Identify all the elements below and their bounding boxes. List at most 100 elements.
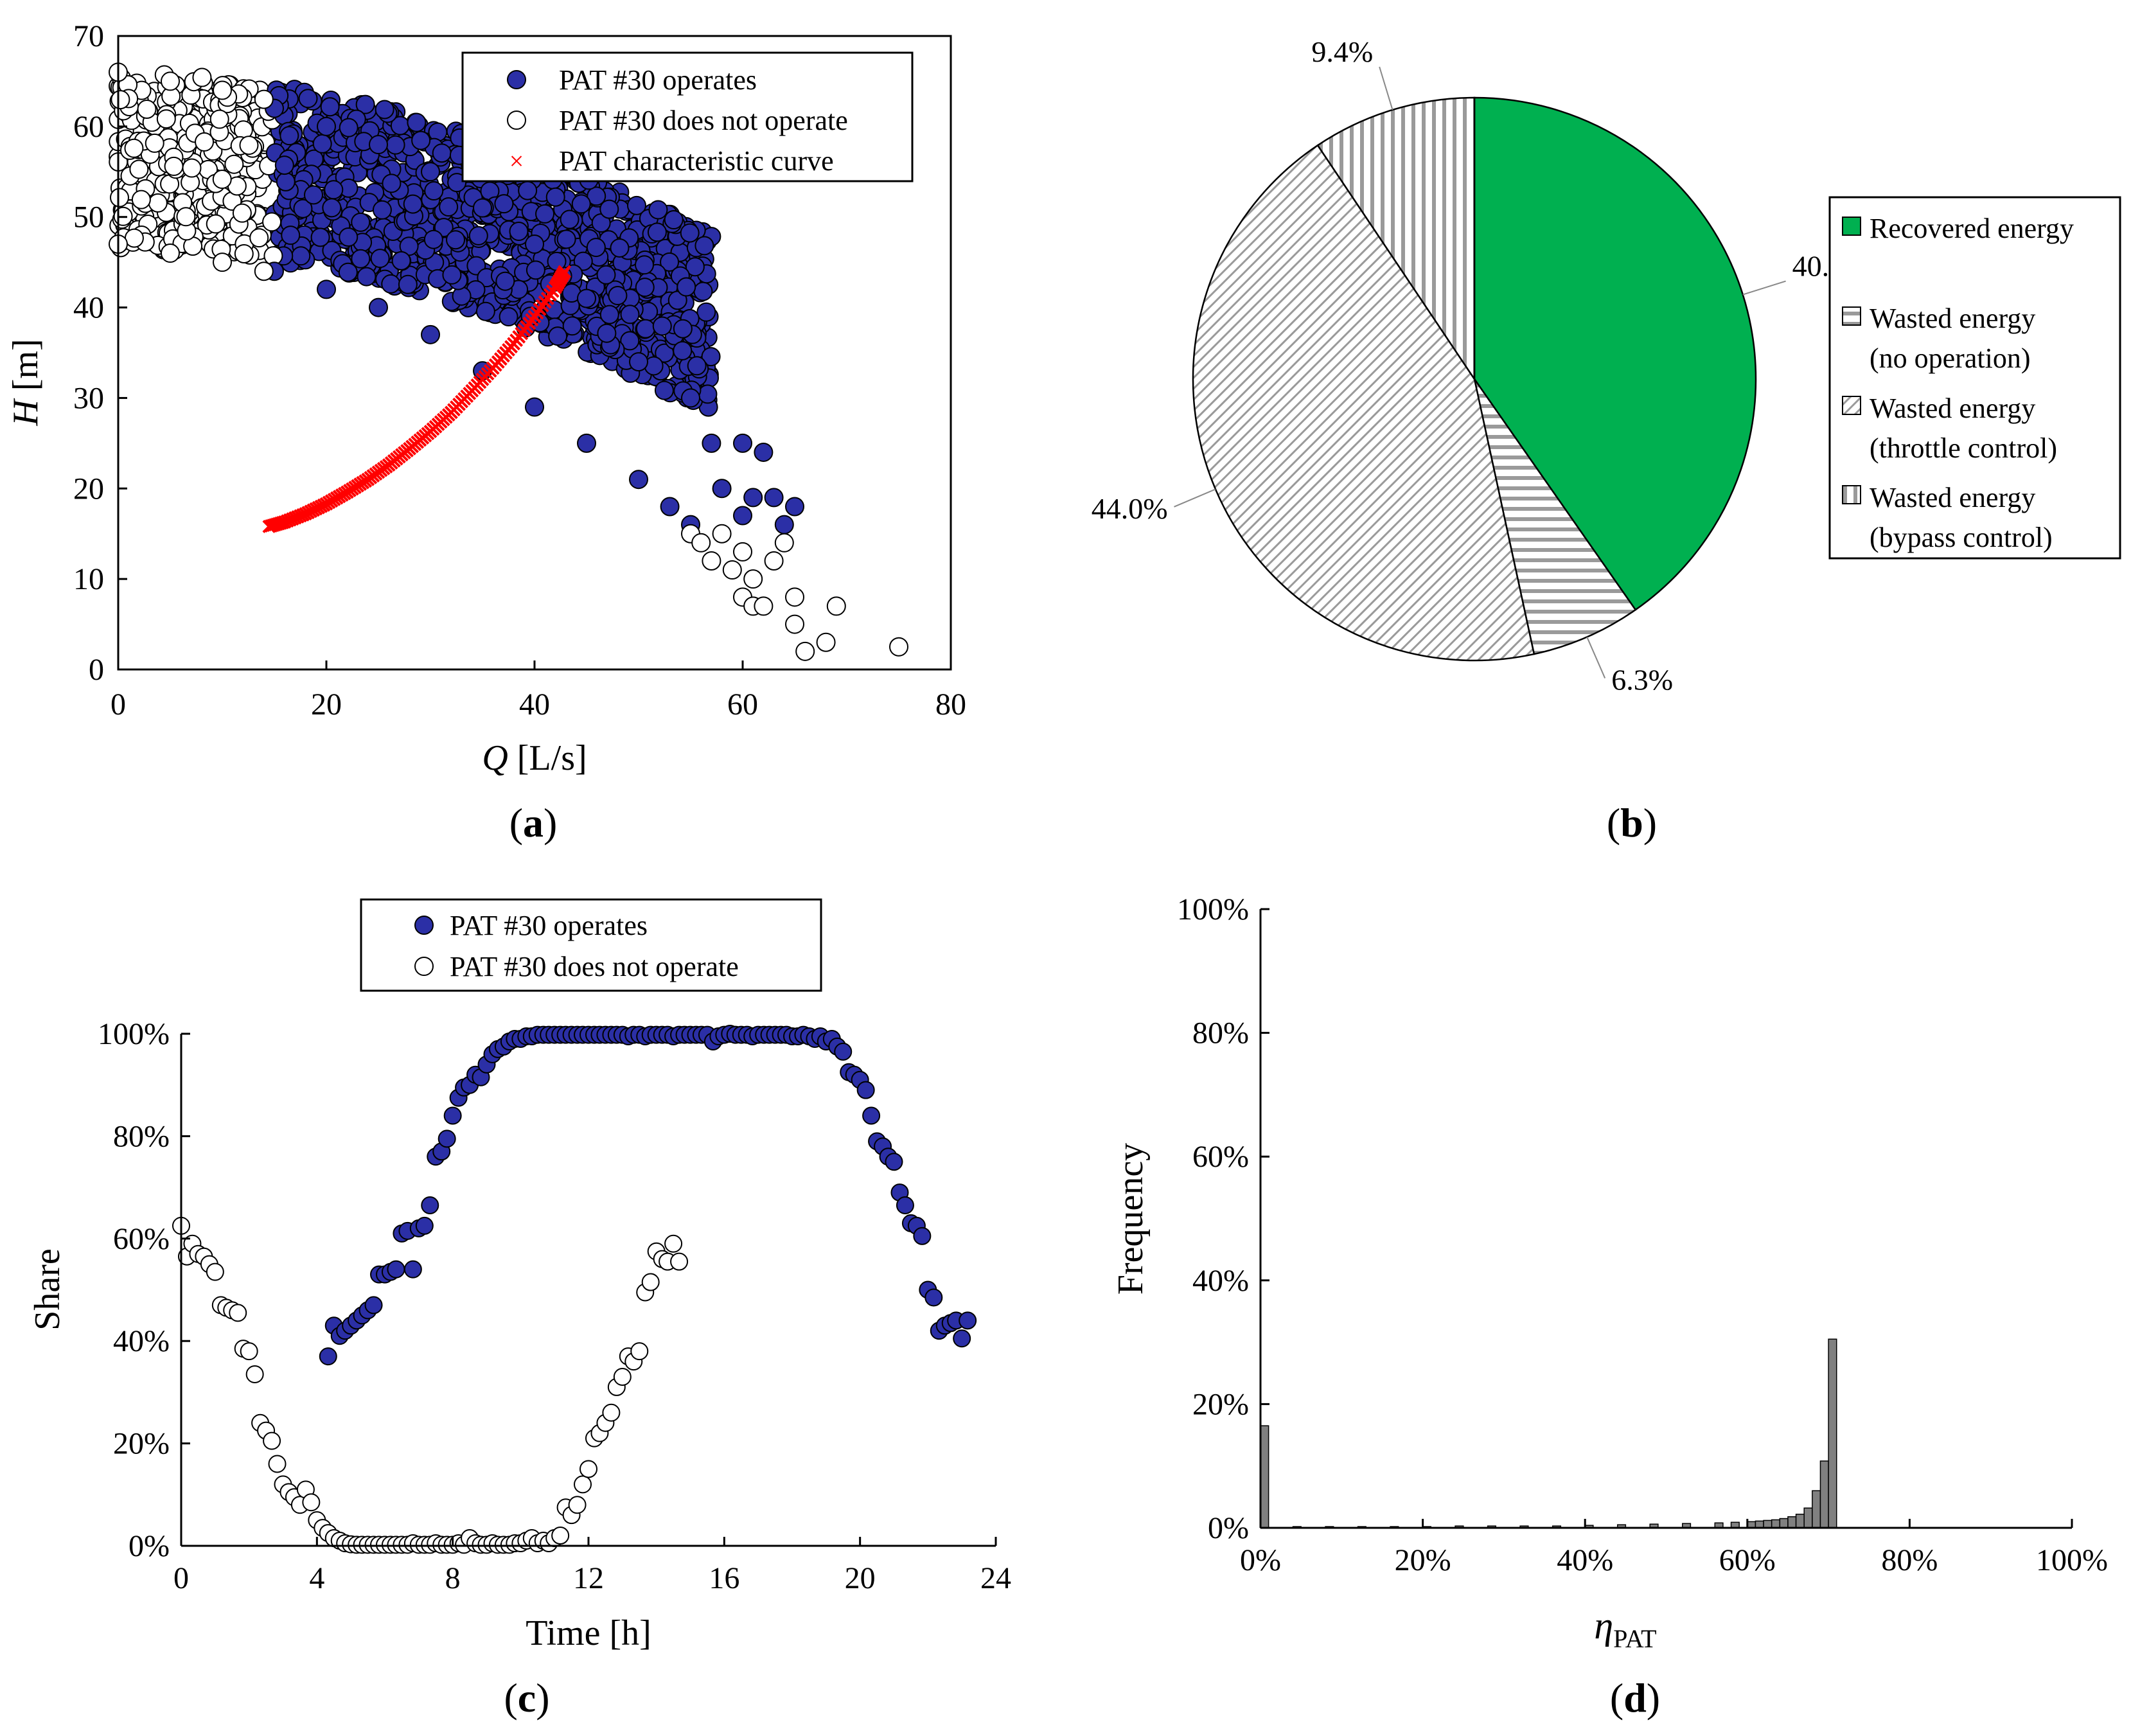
- point-not-operates: [630, 1342, 649, 1361]
- point-not-operates: [111, 90, 130, 110]
- point-operates: [774, 515, 794, 535]
- point-operates: [339, 227, 358, 247]
- point-operates: [432, 143, 452, 163]
- point-operates: [411, 130, 431, 150]
- point-operates: [438, 1129, 456, 1148]
- point-operates: [421, 324, 440, 344]
- point-operates: [577, 433, 596, 453]
- legend-marker-not-operates: [507, 111, 526, 130]
- point-not-operates: [691, 533, 711, 553]
- point-not-operates: [764, 551, 784, 571]
- legend-label-throttle-2: (throttle control): [1870, 432, 2057, 464]
- point-operates: [407, 112, 427, 132]
- point-operates: [545, 187, 565, 207]
- y-tick-label: 30: [73, 381, 104, 415]
- scatter-points: [109, 62, 908, 661]
- legend-label-not-operates: PAT #30 does not operate: [559, 105, 848, 136]
- x-tick-label: 0: [111, 687, 126, 722]
- legend-label-not-operates: PAT #30 does not operate: [450, 951, 739, 982]
- y-tick-label: 60: [73, 110, 104, 144]
- point-operates: [495, 271, 515, 291]
- hist-bar: [1755, 1520, 1764, 1528]
- point-operates: [698, 384, 718, 404]
- point-operates: [319, 1347, 337, 1366]
- point-not-operates: [712, 524, 732, 544]
- point-operates: [680, 223, 700, 243]
- y-tick-label: 70: [73, 19, 104, 53]
- point-operates: [635, 278, 655, 297]
- point-not-operates: [206, 214, 225, 234]
- point-not-operates: [234, 244, 254, 263]
- legend: PAT #30 operates PAT #30 does not operat…: [461, 51, 914, 182]
- y-tick-label: 50: [73, 200, 104, 235]
- curve-marker: [558, 265, 571, 279]
- point-operates: [599, 305, 619, 324]
- x-tick-label: 8: [445, 1561, 461, 1595]
- hist-bar: [1812, 1490, 1821, 1528]
- point-operates: [681, 388, 700, 408]
- point-operates: [338, 262, 358, 282]
- point-not-operates: [164, 156, 184, 176]
- point-operates: [447, 173, 467, 193]
- point-not-operates: [795, 641, 815, 661]
- y-tick-label: 40%: [1192, 1264, 1249, 1298]
- legend-marker-not-operates: [414, 957, 434, 976]
- point-not-operates: [161, 244, 180, 263]
- point-operates: [279, 126, 299, 146]
- point-operates: [676, 277, 696, 297]
- point-operates: [635, 319, 655, 339]
- x-tick-label: 16: [709, 1561, 739, 1595]
- point-operates: [785, 497, 804, 517]
- point-operates: [733, 433, 752, 453]
- point-operates: [370, 249, 390, 269]
- point-not-operates: [254, 261, 274, 281]
- hist-bar: [1819, 1460, 1829, 1528]
- legend-swatch-throttle: [1842, 396, 1861, 415]
- point-operates: [673, 341, 693, 360]
- point-operates: [685, 257, 705, 277]
- hist-bar: [1763, 1519, 1773, 1528]
- point-operates: [712, 479, 732, 499]
- point-operates: [556, 229, 576, 249]
- legend-label-no-operation-1: Wasted energy: [1870, 303, 2035, 334]
- point-operates: [629, 470, 648, 490]
- x-tick-label: 20%: [1395, 1543, 1451, 1577]
- point-operates: [885, 1153, 903, 1171]
- x-tick-label: 20: [311, 687, 342, 722]
- point-operates: [660, 252, 680, 272]
- slice-label: 9.4%: [1311, 35, 1373, 68]
- x-tick-label: 0%: [1240, 1543, 1281, 1577]
- point-operates: [391, 251, 411, 270]
- point-operates: [276, 172, 296, 191]
- panel-d: 0% 20% 40% 60% 80% 100% 0% 20% 40% 60% 80% 100% Fre…: [1111, 892, 2108, 1721]
- point-not-operates: [148, 193, 168, 213]
- x-tick-label: 60%: [1719, 1543, 1776, 1577]
- point-operates: [509, 222, 529, 242]
- point-operates: [701, 347, 721, 367]
- point-operates: [673, 319, 693, 339]
- point-operates: [634, 255, 654, 275]
- point-not-operates: [224, 154, 244, 174]
- slice-label: 44.0%: [1092, 492, 1168, 525]
- point-not-operates: [816, 632, 836, 652]
- x-tick-label: 12: [573, 1561, 604, 1595]
- point-operates: [446, 230, 466, 250]
- y-tick-label: 40: [73, 291, 104, 325]
- point-operates: [525, 397, 544, 417]
- panel-label-b: (b): [1607, 800, 1657, 846]
- point-operates: [733, 506, 752, 526]
- legend-marker-curve: ×: [509, 146, 524, 175]
- panel-a: 0 20 40 60 80 0 10 20 30 40 50 60 70 H [m] Q [L/s] P…: [6, 19, 966, 846]
- point-not-operates: [212, 170, 232, 190]
- point-operates: [959, 1311, 977, 1330]
- hist-bar: [1803, 1507, 1813, 1528]
- point-not-operates: [137, 99, 157, 119]
- point-not-operates: [551, 1527, 570, 1545]
- x-tick-label: 20: [845, 1561, 876, 1595]
- point-operates: [693, 281, 713, 301]
- point-operates: [743, 488, 763, 508]
- y-tick-label: 40%: [113, 1324, 170, 1358]
- point-not-operates: [213, 252, 232, 272]
- point-operates: [312, 134, 332, 154]
- histogram-bars: [1260, 1338, 1837, 1528]
